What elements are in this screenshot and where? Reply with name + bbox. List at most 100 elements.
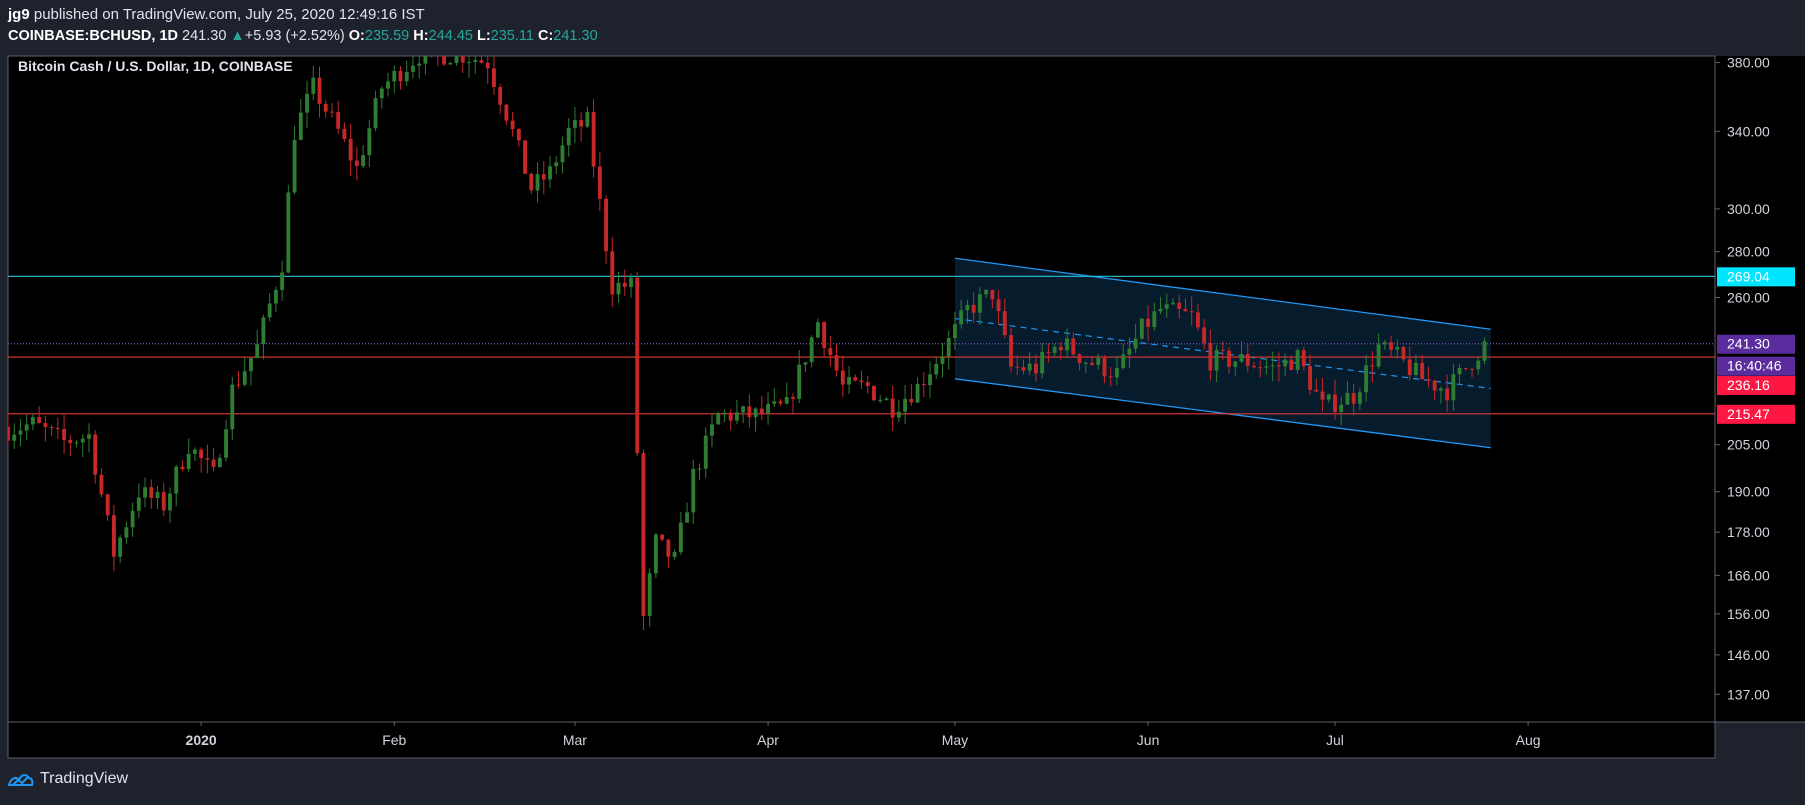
candle-up[interactable] [18, 418, 23, 447]
candle-up[interactable] [367, 119, 372, 168]
candle-down[interactable] [1077, 353, 1082, 371]
candle-down[interactable] [1021, 359, 1026, 375]
candle-down[interactable] [1470, 367, 1474, 378]
candle-down[interactable] [1389, 335, 1393, 357]
candle-down[interactable] [604, 195, 609, 264]
candle-down[interactable] [111, 504, 116, 572]
candle-down[interactable] [49, 425, 54, 436]
candle-down[interactable] [62, 415, 67, 455]
candle-up[interactable] [847, 366, 851, 394]
candle-up[interactable] [884, 396, 889, 401]
candle-up[interactable] [224, 419, 228, 462]
candle-down[interactable] [541, 161, 546, 195]
candle-down[interactable] [442, 50, 447, 66]
candle-up[interactable] [572, 107, 577, 144]
candle-up[interactable] [903, 385, 908, 425]
candle-up[interactable] [772, 388, 777, 407]
candle-up[interactable] [741, 405, 746, 424]
candle-down[interactable] [1090, 355, 1094, 367]
candle-up[interactable] [678, 511, 683, 555]
candle-down[interactable] [622, 269, 627, 296]
candle-up[interactable] [155, 486, 160, 510]
candle-up[interactable] [249, 357, 253, 386]
candle-down[interactable] [1220, 341, 1225, 361]
candle-down[interactable] [1401, 345, 1406, 362]
candle-up[interactable] [298, 98, 303, 141]
candle-up[interactable] [1438, 386, 1443, 404]
price-badge-support-1[interactable]: 236.16 [1727, 377, 1770, 393]
candle-up[interactable] [386, 72, 390, 97]
candle-up[interactable] [1357, 387, 1362, 411]
candle-up[interactable] [1027, 351, 1032, 376]
candle-up[interactable] [554, 156, 559, 175]
candle-down[interactable] [492, 54, 496, 95]
candle-up[interactable] [467, 55, 471, 78]
candle-down[interactable] [791, 392, 795, 414]
candle-up[interactable] [1052, 344, 1057, 357]
candle-up[interactable] [928, 361, 932, 398]
candle-up[interactable] [535, 162, 540, 203]
candle-down[interactable] [205, 444, 210, 474]
candle-up[interactable] [934, 356, 939, 380]
candle-down[interactable] [1002, 298, 1007, 339]
candle-up[interactable] [959, 299, 964, 329]
candle-down[interactable] [641, 449, 646, 630]
candle-down[interactable] [1258, 360, 1263, 378]
candle-up[interactable] [1133, 323, 1138, 354]
candle-up[interactable] [653, 532, 658, 579]
publisher-name[interactable]: jg9 [8, 6, 30, 23]
candle-down[interactable] [180, 460, 185, 472]
candle-down[interactable] [510, 112, 515, 137]
candle-down[interactable] [323, 100, 328, 118]
candle-up[interactable] [1283, 353, 1288, 377]
candle-down[interactable] [99, 468, 104, 498]
candle-down[interactable] [1463, 367, 1468, 371]
candle-up[interactable] [273, 286, 278, 313]
candle-down[interactable] [660, 534, 665, 542]
candle-up[interactable] [392, 65, 397, 94]
price-badge-support-2[interactable]: 215.47 [1727, 406, 1770, 422]
candle-up[interactable] [267, 293, 272, 322]
candle-down[interactable] [342, 122, 347, 143]
candle-up[interactable] [448, 61, 453, 65]
candle-up[interactable] [230, 377, 235, 441]
candle-down[interactable] [1320, 377, 1325, 412]
candle-up[interactable] [217, 453, 222, 469]
candle-down[interactable] [43, 415, 48, 442]
candle-down[interactable] [498, 83, 503, 115]
countdown-badge[interactable]: 16:40:46 [1727, 358, 1782, 374]
candle-down[interactable] [1370, 351, 1375, 383]
candle-up[interactable] [940, 342, 945, 378]
candle-down[interactable] [1202, 318, 1207, 350]
candle-down[interactable] [853, 374, 858, 382]
candle-down[interactable] [921, 372, 926, 397]
candle-up[interactable] [305, 80, 309, 129]
candle-up[interactable] [1414, 354, 1418, 378]
candle-up[interactable] [965, 299, 970, 324]
candle-down[interactable] [1208, 329, 1213, 381]
candle-up[interactable] [1395, 340, 1400, 359]
candle-down[interactable] [610, 237, 615, 307]
candle-down[interactable] [523, 140, 528, 174]
candle-down[interactable] [436, 33, 440, 67]
candle-up[interactable] [878, 394, 883, 404]
candle-down[interactable] [236, 371, 241, 389]
candle-down[interactable] [1245, 344, 1250, 373]
candle-down[interactable] [354, 147, 359, 181]
candle-up[interactable] [12, 423, 17, 449]
candle-down[interactable] [37, 406, 42, 424]
candle-up[interactable] [1457, 363, 1462, 385]
candle-up[interactable] [647, 568, 652, 627]
candle-up[interactable] [1121, 343, 1126, 370]
candle-up[interactable] [174, 464, 179, 507]
candle-down[interactable] [211, 447, 216, 472]
candle-up[interactable] [74, 439, 79, 448]
candle-down[interactable] [1407, 346, 1412, 381]
candle-up[interactable] [803, 361, 808, 373]
candle-down[interactable] [485, 50, 490, 84]
candle-down[interactable] [1034, 354, 1038, 383]
candle-up[interactable] [734, 399, 739, 425]
candle-down[interactable] [1308, 354, 1312, 395]
candle-down[interactable] [1333, 379, 1337, 420]
candle-down[interactable] [1108, 367, 1113, 387]
